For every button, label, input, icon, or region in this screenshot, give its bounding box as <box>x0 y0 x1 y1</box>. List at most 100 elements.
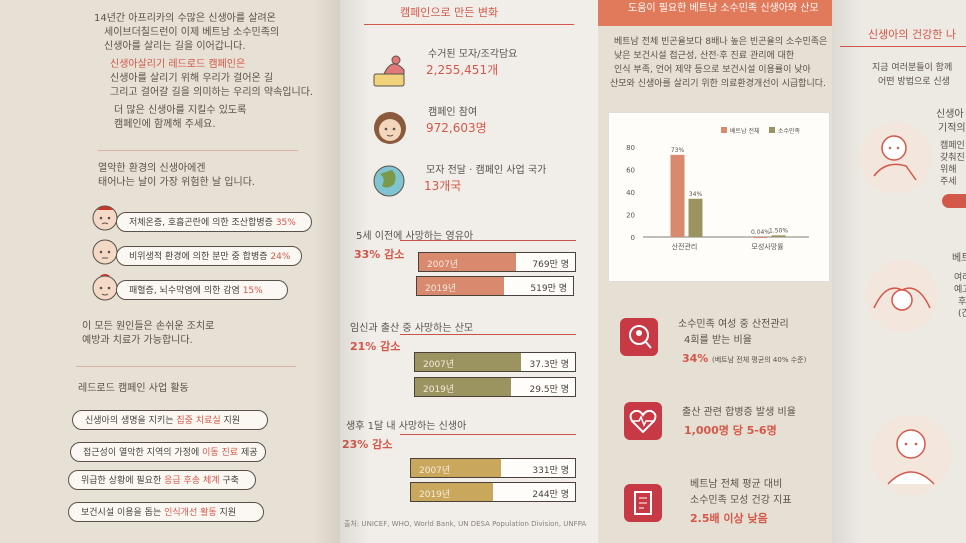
bar-fill <box>419 253 516 271</box>
panel-header: 도움이 필요한 베트남 소수민족 신생아와 산모 <box>628 3 819 14</box>
intro-line-1: 베트남 전체 빈곤율보다 8배나 높은 빈곤율의 소수민족은 <box>614 37 828 47</box>
stat-label: 모자 전달 · 캠페인 사업 국가 <box>426 165 547 176</box>
y-tick-label: 0 <box>631 234 635 242</box>
legend-label: 베트남 전체 <box>730 127 760 135</box>
chart-svg: 베트남 전체 소수민족 80 60 40 20 0 73% 34% 산전관리 0.04%1.50% 모… <box>626 127 809 251</box>
stat-label: 수거된 모자/조각담요 <box>428 49 518 60</box>
activity-highlight: 응급 후송 체계 <box>164 476 220 486</box>
header-rule <box>364 24 574 25</box>
sleeping-baby-icon <box>860 256 944 340</box>
data-label: 34% <box>689 191 703 198</box>
bar-value: 519만 명 <box>530 284 567 294</box>
comparison-chart: 베트남 전체 소수민족 80 60 40 20 0 73% 34% 산전관리 0.04% 1.50% 모… <box>608 112 830 282</box>
intro-line-4: 산모와 신생아를 살리기 위한 의료환경개선이 시급합니다. <box>610 79 826 89</box>
stat-value: 972,603명 <box>426 121 487 135</box>
panel-header: 신생아의 건강한 나 <box>868 28 956 41</box>
stat-bar: 2007년 331만 명 <box>410 458 576 478</box>
knit-hat-icon <box>370 52 414 96</box>
chart-bar <box>688 198 703 237</box>
intro-line-1: 14년간 아프리카의 수많은 신생아를 살려온 <box>94 13 276 24</box>
stat-bar: 2019년 519만 명 <box>416 276 574 296</box>
header-rule <box>840 46 966 47</box>
bar-fill <box>411 483 493 501</box>
document-icon <box>624 484 662 522</box>
y-tick-label: 40 <box>626 189 635 197</box>
leaflet-panel-intro: 14년간 아프리카의 수많은 신생아를 살려온 세이브더칠드런이 이제 베트남 … <box>0 0 342 543</box>
globe-icon <box>370 162 408 204</box>
leaflet-panel-health: 신생아의 건강한 나 지금 여러분들이 함께 어떤 방법으로 신생 신생아 기적… <box>832 0 966 543</box>
activity-text: 지원 <box>216 508 237 518</box>
bar-value: 37.3만 명 <box>529 360 569 370</box>
side-text: 위해 <box>940 165 957 175</box>
intro-line-3: 신생아를 살리는 길을 이어갑니다. <box>104 41 246 52</box>
stat-value: 13개국 <box>424 179 462 193</box>
bar-year: 2007년 <box>419 466 451 476</box>
bar-value: 331만 명 <box>532 466 569 476</box>
data-label: 0.04% <box>751 229 770 236</box>
side-text: 베트 <box>952 253 966 264</box>
data-label: 1.50% <box>769 227 788 234</box>
legend-label: 소수민족 <box>778 127 801 135</box>
intro-line-2: 어떤 방법으로 신생 <box>878 77 950 87</box>
stat-bar: 2007년 769만 명 <box>418 252 576 272</box>
divider <box>98 150 298 151</box>
campaign-name: 신생아살리기 레드로드 캠페인은 <box>110 59 246 70</box>
stat-label: 소수민족 여성 중 산전관리 <box>678 319 789 330</box>
x-tick-label: 산전관리 <box>672 242 698 251</box>
side-text: 주세 <box>940 177 957 187</box>
panel-header: 캠페인으로 만든 변화 <box>400 6 499 19</box>
activity-pill-1: 신생아의 생명을 지키는 집중 치료실 지원 <box>72 410 268 430</box>
side-text: (간 <box>958 309 966 319</box>
feverish-baby-icon <box>88 272 122 306</box>
cause-pct: 24% <box>270 252 291 262</box>
side-text: 후 <box>958 297 966 307</box>
chart-bar <box>670 154 685 237</box>
activity-text: 보건시설 이용을 돕는 <box>81 508 165 518</box>
sitting-baby-icon <box>866 410 956 504</box>
fold-shadow <box>312 0 342 543</box>
bar-fill <box>411 459 502 477</box>
activity-pill-2: 접근성이 열악한 지역의 가정에 이동 진료 제공 <box>70 442 266 462</box>
crawling-baby-icon <box>854 118 938 200</box>
activity-pill-4: 보건시설 이용을 돕는 인식개선 활동 지원 <box>68 502 264 522</box>
cause-pct: 35% <box>275 218 296 228</box>
side-text: 신생아 <box>936 109 964 120</box>
activity-highlight: 이동 진료 <box>202 448 239 458</box>
activity-text: 구축 <box>219 476 239 486</box>
activity-pill-3: 위급한 상황에 필요한 응급 후송 체계 구축 <box>68 470 256 490</box>
section-change: 21% 감소 <box>350 340 401 353</box>
stat-value: 34% <box>682 352 709 365</box>
stat-label: 베트남 전체 평균 대비 <box>690 479 783 490</box>
cause-text: 패혈증, 뇌수막염에 의한 감염 <box>129 286 240 296</box>
y-tick-label: 60 <box>626 167 635 175</box>
campaign-text-2: 그리고 걸어갈 길을 의미하는 우리의 약속입니다. <box>110 87 314 98</box>
y-tick-label: 80 <box>626 144 635 152</box>
bar-value: 29.5만 명 <box>529 385 569 395</box>
stat-label: 캠페인 참여 <box>428 107 478 118</box>
side-text: 기적의 <box>938 123 966 134</box>
activity-text: 신생아의 생명을 지키는 <box>85 416 177 426</box>
activity-text: 지원 <box>220 416 241 426</box>
legend-swatch <box>721 127 727 133</box>
stat-value: 2.5배 이상 낮음 <box>690 512 768 525</box>
stat-bar: 2019년 244만 명 <box>410 482 576 502</box>
y-tick-label: 20 <box>626 212 635 220</box>
activities-title: 레드로드 캠페인 사업 활동 <box>78 383 189 394</box>
section-rule <box>400 434 576 435</box>
source-note: 출처: UNICEF, WHO, World Bank, UN DESA Pop… <box>344 520 587 528</box>
danger-text-1: 열악한 환경의 신생아에겐 <box>98 163 206 174</box>
bar-year: 2007년 <box>423 360 455 370</box>
cause-text: 저체온증, 호흡곤란에 의한 조산합병증 <box>129 218 273 228</box>
chart-bar <box>753 236 768 238</box>
legend-swatch <box>769 127 775 133</box>
heartbeat-icon <box>624 402 662 440</box>
bar-year: 2019년 <box>423 385 455 395</box>
bar-year: 2007년 <box>427 260 459 270</box>
more-button[interactable] <box>942 194 966 208</box>
checkup-icon <box>620 318 658 356</box>
join-text-2: 캠페인에 함께해 주세요. <box>114 119 216 130</box>
section-title: 5세 이전에 사망하는 영유아 <box>356 231 474 242</box>
side-text: 여러 <box>954 273 966 283</box>
leaflet-panel-vietnam: 도움이 필요한 베트남 소수민족 신생아와 산모 베트남 전체 빈곤율보다 8배… <box>598 0 833 543</box>
cause-pill-3: 패혈증, 뇌수막염에 의한 감염 15% <box>116 280 288 300</box>
